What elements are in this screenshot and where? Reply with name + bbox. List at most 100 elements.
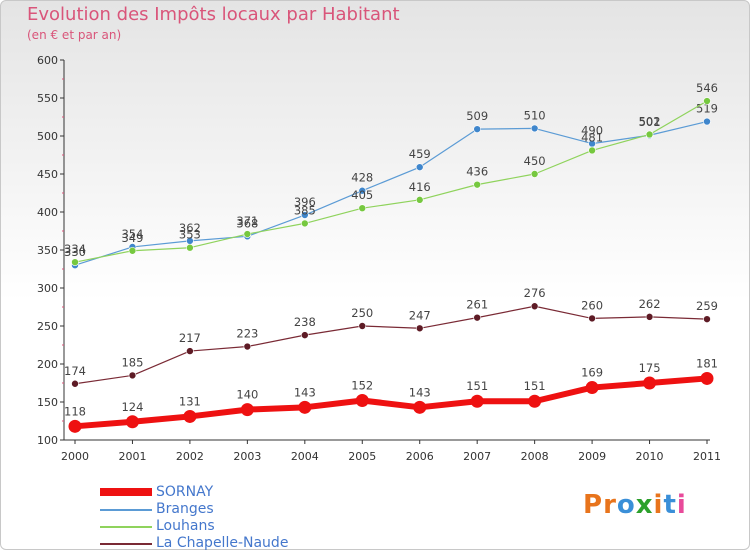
data-point-branges [703, 117, 711, 126]
data-point-louhans [186, 243, 194, 252]
data-point-louhans [588, 146, 596, 155]
data-label-louhans: 371 [236, 214, 258, 228]
y-tick-label: 150 [37, 396, 58, 409]
data-point-branges [473, 125, 481, 133]
data-point-louhans [415, 196, 424, 204]
data-point-louhans [243, 230, 252, 238]
legend-item-louhans: Louhans [100, 518, 360, 535]
data-label-sornay: 143 [294, 385, 316, 399]
series-line-louhans [74, 100, 708, 263]
x-tick-label: 2006 [406, 450, 434, 463]
data-label-la-chapelle-naude: 238 [294, 315, 316, 329]
x-tick-label: 2009 [578, 450, 606, 463]
y-tick-label: 300 [37, 282, 58, 295]
data-label-branges: 490 [581, 124, 603, 138]
legend-item-sornay: SORNAY [100, 484, 360, 501]
y-tick-label: 450 [37, 168, 58, 181]
proxiti-logo: Proxiti [583, 490, 687, 520]
chart-subtitle: (en € et par an) [27, 28, 122, 42]
data-point-louhans [703, 97, 711, 105]
legend-item-la-chapelle-naude: La Chapelle-Naude [100, 535, 360, 552]
data-point-sornay [240, 403, 254, 417]
data-label-sornay: 124 [121, 400, 143, 414]
data-label-la-chapelle-naude: 247 [409, 308, 431, 322]
data-label-la-chapelle-naude: 223 [236, 327, 258, 341]
y-tick-label: 550 [37, 92, 58, 105]
y-tick-label: 400 [37, 206, 58, 219]
data-label-branges: 428 [351, 171, 373, 185]
x-tick-label: 2010 [636, 450, 664, 463]
legend-swatch-la-chapelle-naude [100, 543, 152, 545]
data-point-louhans [71, 258, 79, 266]
data-label-la-chapelle-naude: 276 [524, 286, 546, 300]
logo-letter: i [653, 490, 664, 520]
logo-letter: i [676, 490, 687, 520]
data-label-la-chapelle-naude: 174 [64, 364, 86, 378]
x-tick-label: 2007 [463, 450, 491, 463]
data-label-louhans: 481 [581, 130, 603, 144]
data-point-branges [415, 163, 424, 171]
data-point-la-chapelle-naude [243, 342, 252, 351]
data-point-la-chapelle-naude [358, 322, 367, 330]
legend-label-la-chapelle-naude: La Chapelle-Naude [156, 535, 289, 551]
data-label-branges: 501 [639, 115, 661, 129]
data-label-la-chapelle-naude: 217 [179, 331, 201, 345]
data-point-la-chapelle-naude [186, 347, 194, 355]
data-label-la-chapelle-naude: 250 [351, 306, 373, 320]
legend-swatch-sornay [100, 488, 152, 496]
data-point-sornay [643, 376, 657, 390]
data-point-louhans [473, 180, 481, 189]
logo-letter: r [603, 490, 617, 520]
data-point-la-chapelle-naude [415, 324, 424, 333]
x-tick-label: 2001 [118, 450, 146, 463]
legend: SORNAY Branges Louhans La Chapelle-Naude [100, 484, 360, 552]
logo-letter: t [663, 490, 677, 520]
data-point-sornay [298, 400, 312, 414]
data-point-la-chapelle-naude [473, 313, 481, 322]
data-label-sornay: 140 [236, 388, 258, 402]
data-point-louhans [128, 246, 137, 255]
data-label-la-chapelle-naude: 260 [581, 298, 603, 312]
legend-label-sornay: SORNAY [156, 484, 214, 500]
data-label-branges: 368 [236, 216, 258, 230]
data-point-sornay [585, 381, 599, 395]
chart-title: Evolution des Impôts locaux par Habitant [27, 4, 400, 25]
data-point-sornay [413, 400, 427, 414]
data-label-la-chapelle-naude: 259 [696, 299, 718, 313]
data-point-la-chapelle-naude [588, 314, 596, 323]
data-label-branges: 510 [524, 108, 546, 122]
data-label-la-chapelle-naude: 185 [121, 355, 143, 369]
data-label-sornay: 175 [639, 361, 661, 375]
data-label-louhans: 450 [524, 154, 546, 168]
legend-label-louhans: Louhans [156, 518, 215, 534]
data-label-branges: 354 [121, 227, 143, 241]
y-tick-label: 250 [37, 320, 58, 333]
logo-letter: o [616, 490, 636, 520]
data-label-branges: 396 [294, 195, 316, 209]
x-tick-label: 2005 [348, 450, 376, 463]
data-label-sornay: 118 [64, 404, 86, 418]
data-label-sornay: 181 [696, 356, 718, 370]
data-point-la-chapelle-naude [128, 371, 137, 380]
data-point-branges [301, 211, 309, 219]
data-label-louhans: 416 [409, 180, 431, 194]
x-tick-label: 2004 [291, 450, 319, 463]
data-label-sornay: 152 [351, 378, 373, 392]
data-point-louhans [301, 219, 309, 228]
data-point-louhans [645, 130, 654, 139]
data-point-louhans [358, 204, 367, 212]
legend-swatch-branges [100, 509, 152, 511]
data-label-louhans: 334 [64, 242, 86, 256]
x-tick-label: 2008 [521, 450, 549, 463]
y-tick-label: 100 [37, 434, 58, 447]
data-label-branges: 362 [179, 221, 201, 235]
y-tick-label: 600 [37, 54, 58, 67]
data-label-branges: 459 [409, 147, 431, 161]
data-label-sornay: 169 [581, 366, 603, 380]
x-tick-label: 2011 [693, 450, 721, 463]
data-point-sornay [355, 393, 369, 407]
y-tick-label: 500 [37, 130, 58, 143]
data-label-la-chapelle-naude: 262 [639, 297, 661, 311]
